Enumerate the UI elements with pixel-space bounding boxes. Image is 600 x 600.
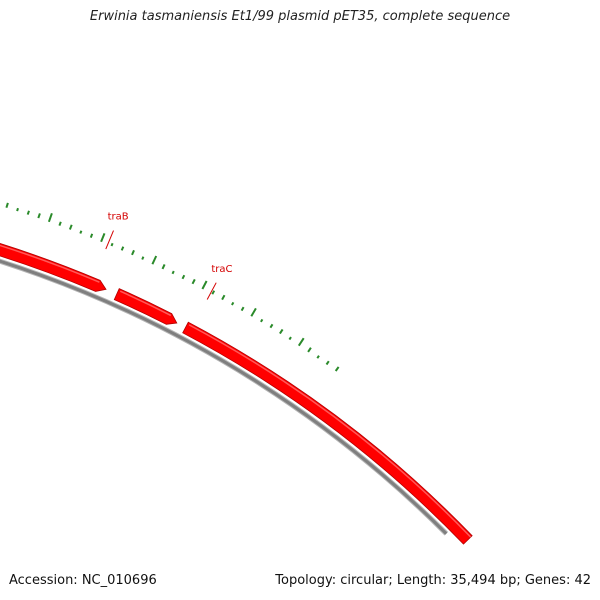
gene-arrow-trab-highlight <box>0 244 100 283</box>
gc-tick <box>100 233 106 243</box>
gc-tick <box>5 202 9 208</box>
backbone-layer <box>0 258 449 536</box>
gene-labels-layer: repAETA_pET350020ETA_pET350030traBtraC <box>105 212 232 300</box>
gene-arrow-trac-highlight <box>119 290 172 317</box>
gc-tick <box>279 328 284 335</box>
gc-tick <box>181 274 186 280</box>
gc-tick <box>110 242 114 247</box>
gc-tick <box>316 355 320 359</box>
gc-tick <box>26 210 30 215</box>
topology-summary: Topology: circular; Length: 35,494 bp; G… <box>275 573 591 588</box>
gc-tick <box>141 256 145 260</box>
gc-tick <box>221 294 226 301</box>
gc-tick <box>240 306 245 312</box>
gene-arrow-partial-highlight <box>188 324 472 538</box>
gc-tick <box>16 207 19 212</box>
gc-tick <box>89 233 94 238</box>
gc-tick <box>58 221 62 226</box>
gene-arrow-trab <box>0 243 107 292</box>
gc-tick <box>131 249 135 256</box>
gc-tick <box>334 366 340 372</box>
gc-tick <box>37 213 41 219</box>
gene-label-line <box>105 230 114 250</box>
gc-tick <box>191 278 196 285</box>
gc-tick <box>250 307 257 317</box>
genes-layer <box>0 243 473 545</box>
backbone-shadow <box>0 258 449 536</box>
gc-tick <box>120 246 125 251</box>
gc-tick <box>269 323 274 329</box>
accession-text: Accession: NC_010696 <box>9 573 157 588</box>
gc-tick <box>161 263 166 270</box>
gc-tick <box>307 347 312 353</box>
gc-tick <box>297 337 305 347</box>
gc-tick <box>201 280 208 290</box>
gene-label-line <box>206 282 217 300</box>
gc-tick <box>231 301 235 306</box>
gc-tick <box>47 212 53 223</box>
map-title: Erwinia tasmaniensis Et1/99 plasmid pET3… <box>89 9 511 24</box>
gc-tick <box>288 336 292 341</box>
gene-arrow-trac <box>113 288 178 325</box>
gc-tick <box>325 360 330 366</box>
backbone-circle <box>0 259 448 535</box>
gc-tick <box>171 270 175 275</box>
gene-label-trac: traC <box>211 264 232 275</box>
gc-tick <box>260 318 264 323</box>
gc-tick <box>79 230 83 234</box>
gene-arrow-partial <box>182 321 473 545</box>
gc-content-ticks <box>5 202 340 372</box>
gc-tick <box>211 290 216 295</box>
gc-tick <box>68 224 73 230</box>
gene-label-trab: traB <box>108 212 129 223</box>
gc-tick <box>151 255 158 265</box>
